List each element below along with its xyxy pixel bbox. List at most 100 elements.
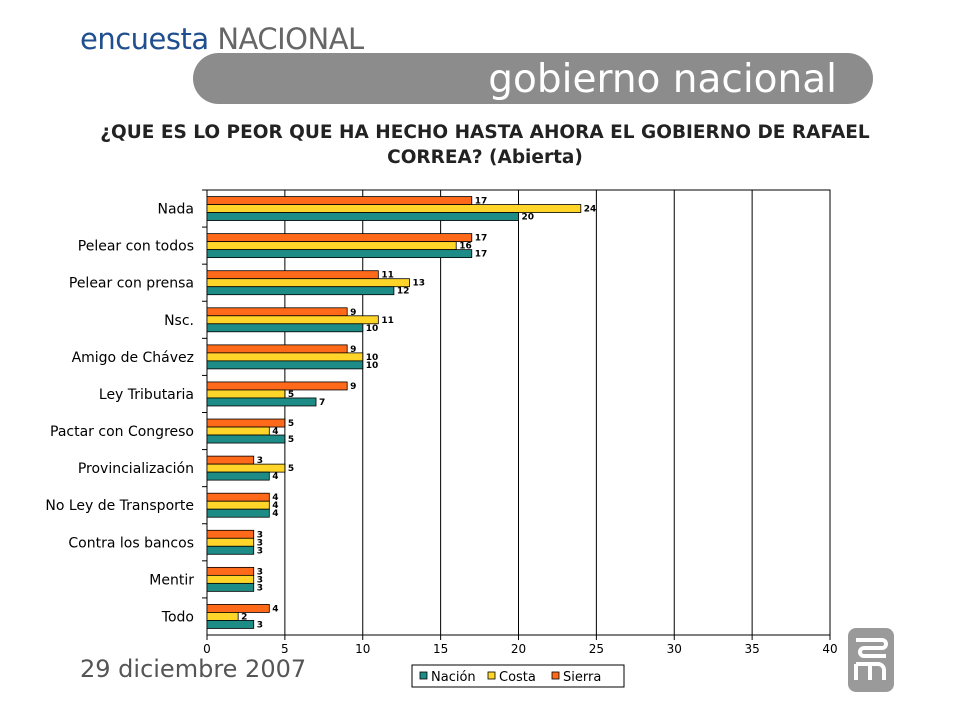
data-label: 4 bbox=[272, 509, 278, 519]
category-label: Pelear con prensa bbox=[69, 276, 194, 292]
bar-costa bbox=[206, 500, 270, 510]
x-tick-label: 20 bbox=[511, 642, 526, 656]
data-label: 4 bbox=[272, 604, 278, 614]
data-label: 9 bbox=[350, 382, 356, 392]
x-tick-label: 15 bbox=[433, 642, 448, 656]
category-label: Pactar con Congreso bbox=[50, 424, 194, 440]
brand-logo-text: encuesta NACIONAL bbox=[80, 22, 364, 56]
bar-sierra bbox=[206, 455, 255, 465]
bar-sierra bbox=[206, 344, 348, 354]
data-label: 3 bbox=[257, 546, 263, 556]
bar-costa bbox=[206, 352, 364, 362]
question-title: ¿QUE ES LO PEOR QUE HA HECHO HASTA AHORA… bbox=[100, 122, 870, 168]
bar-nación bbox=[206, 582, 255, 592]
brand-word-encuesta: encuesta bbox=[80, 22, 209, 56]
bar-sierra bbox=[206, 529, 255, 539]
ssm-logo-icon bbox=[848, 628, 894, 692]
bar-sierra bbox=[206, 381, 348, 391]
section-banner: gobierno nacional bbox=[193, 53, 873, 104]
category-label: Todo bbox=[161, 609, 194, 625]
bar-costa bbox=[206, 537, 255, 547]
bar-nación bbox=[206, 249, 473, 259]
data-label: 10 bbox=[366, 361, 379, 371]
bar-sierra bbox=[206, 566, 255, 576]
category-label: Provincialización bbox=[78, 461, 194, 477]
x-tick-label: 35 bbox=[744, 642, 759, 656]
data-label: 2 bbox=[241, 612, 247, 622]
bar-costa bbox=[206, 389, 286, 399]
bar-sierra bbox=[206, 307, 348, 317]
data-label: 3 bbox=[257, 620, 263, 630]
bar-nación bbox=[206, 286, 395, 296]
x-tick-label: 10 bbox=[355, 642, 370, 656]
data-label: 5 bbox=[288, 435, 294, 445]
category-label: Contra los bancos bbox=[68, 535, 194, 551]
x-tick-label: 0 bbox=[203, 642, 211, 656]
data-label: 4 bbox=[272, 472, 278, 482]
category-label: Pelear con todos bbox=[78, 239, 194, 255]
bar-nación bbox=[206, 212, 519, 221]
data-label: 3 bbox=[257, 583, 263, 593]
data-label: 3 bbox=[257, 567, 263, 577]
legend-swatch bbox=[419, 671, 428, 680]
data-label: 4 bbox=[272, 493, 278, 503]
data-label: 7 bbox=[319, 398, 325, 408]
banner-title: gobierno nacional bbox=[488, 57, 837, 102]
bar-nación bbox=[206, 397, 317, 407]
data-label: 3 bbox=[257, 530, 263, 540]
bar-sierra bbox=[206, 233, 473, 243]
bar-costa bbox=[206, 463, 286, 473]
data-label: 5 bbox=[288, 390, 294, 400]
bar-sierra bbox=[206, 270, 379, 280]
bar-nación bbox=[206, 434, 286, 444]
legend-swatch bbox=[487, 671, 496, 680]
data-label: 9 bbox=[350, 308, 356, 318]
bar-costa bbox=[206, 426, 270, 436]
data-label: 9 bbox=[350, 345, 356, 355]
data-label: 11 bbox=[381, 316, 394, 326]
bar-nación bbox=[206, 323, 364, 333]
bar-sierra bbox=[206, 418, 286, 428]
data-label: 5 bbox=[288, 464, 294, 474]
bar-sierra bbox=[206, 492, 270, 502]
data-label: 4 bbox=[272, 427, 278, 437]
category-label: No Ley de Transporte bbox=[45, 498, 194, 514]
bar-nación bbox=[206, 620, 255, 629]
bar-nación bbox=[206, 471, 270, 481]
brand-word-nacional: NACIONAL bbox=[217, 22, 364, 56]
category-label: Nada bbox=[157, 202, 194, 218]
data-label: 3 bbox=[257, 456, 263, 466]
category-label: Nsc. bbox=[164, 313, 194, 329]
bar-costa bbox=[206, 241, 457, 251]
x-tick-label: 30 bbox=[667, 642, 682, 656]
bar-costa bbox=[206, 315, 379, 325]
x-tick-label: 40 bbox=[822, 642, 837, 656]
bar-nación bbox=[206, 545, 255, 555]
data-label: 20 bbox=[522, 213, 535, 223]
legend-label: Nación bbox=[431, 670, 476, 685]
category-label: Ley Tributaria bbox=[99, 387, 194, 403]
data-label: 12 bbox=[397, 287, 410, 297]
data-label: 17 bbox=[475, 197, 488, 207]
legend-swatch bbox=[551, 671, 560, 680]
bar-nación bbox=[206, 360, 364, 370]
legend-label: Costa bbox=[499, 670, 536, 685]
x-tick-label: 5 bbox=[281, 642, 289, 656]
footer-date: 29 diciembre 2007 bbox=[80, 655, 307, 683]
legend-label: Sierra bbox=[563, 670, 601, 685]
bar-nación bbox=[206, 508, 270, 518]
data-label: 3 bbox=[257, 575, 263, 585]
data-label: 4 bbox=[272, 501, 278, 511]
bar-sierra bbox=[206, 604, 270, 613]
data-label: 3 bbox=[257, 538, 263, 548]
bar-sierra bbox=[206, 196, 473, 205]
legend bbox=[411, 664, 625, 688]
bar-costa bbox=[206, 612, 239, 621]
data-label: 17 bbox=[475, 234, 488, 244]
data-label: 10 bbox=[366, 353, 379, 363]
category-label: Mentir bbox=[149, 572, 194, 588]
x-tick-label: 25 bbox=[589, 642, 604, 656]
bar-costa bbox=[206, 204, 582, 213]
bar-costa bbox=[206, 278, 410, 288]
